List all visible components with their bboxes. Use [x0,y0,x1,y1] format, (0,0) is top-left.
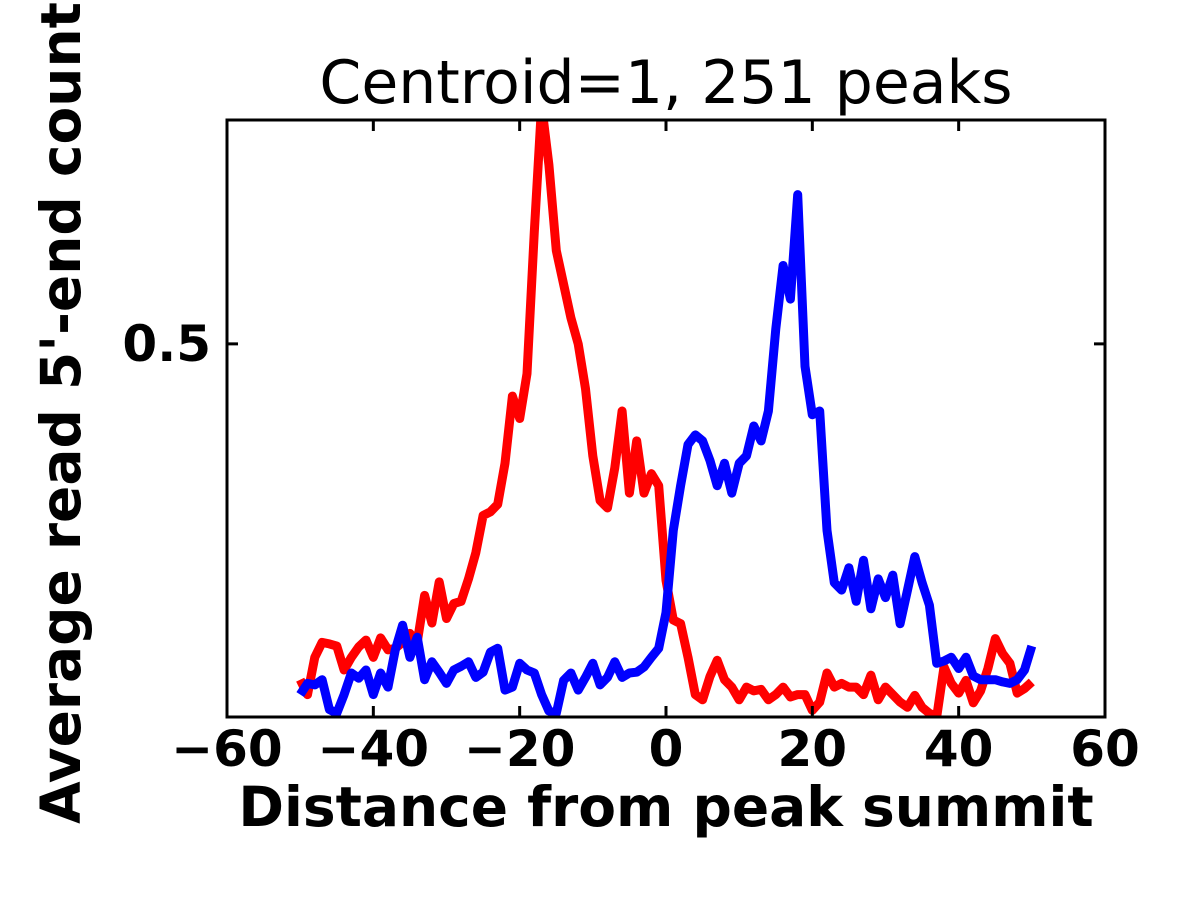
x-tick-label: −20 [464,720,575,778]
y-axis-label: Average read 5'-end count [29,2,93,824]
series-lines [296,120,1037,717]
x-tick-label: 20 [778,720,848,778]
x-tick-label: 0 [649,720,684,778]
axes: −60 −40 −20 0 20 40 60 0.5 [122,118,1140,778]
series-blue-line [296,190,1037,717]
x-tick-label: 40 [924,720,994,778]
y-tick-labels: 0.5 [122,315,211,373]
x-axis-label: Distance from peak summit [238,775,1093,839]
x-tick-label: 60 [1070,720,1140,778]
x-tick-label: −40 [318,720,429,778]
chart-title: Centroid=1, 251 peaks [319,48,1012,118]
x-tick-label: −60 [171,720,282,778]
x-tick-labels: −60 −40 −20 0 20 40 60 [171,720,1140,778]
tick-marks [225,120,1107,717]
y-tick-label: 0.5 [122,315,211,373]
